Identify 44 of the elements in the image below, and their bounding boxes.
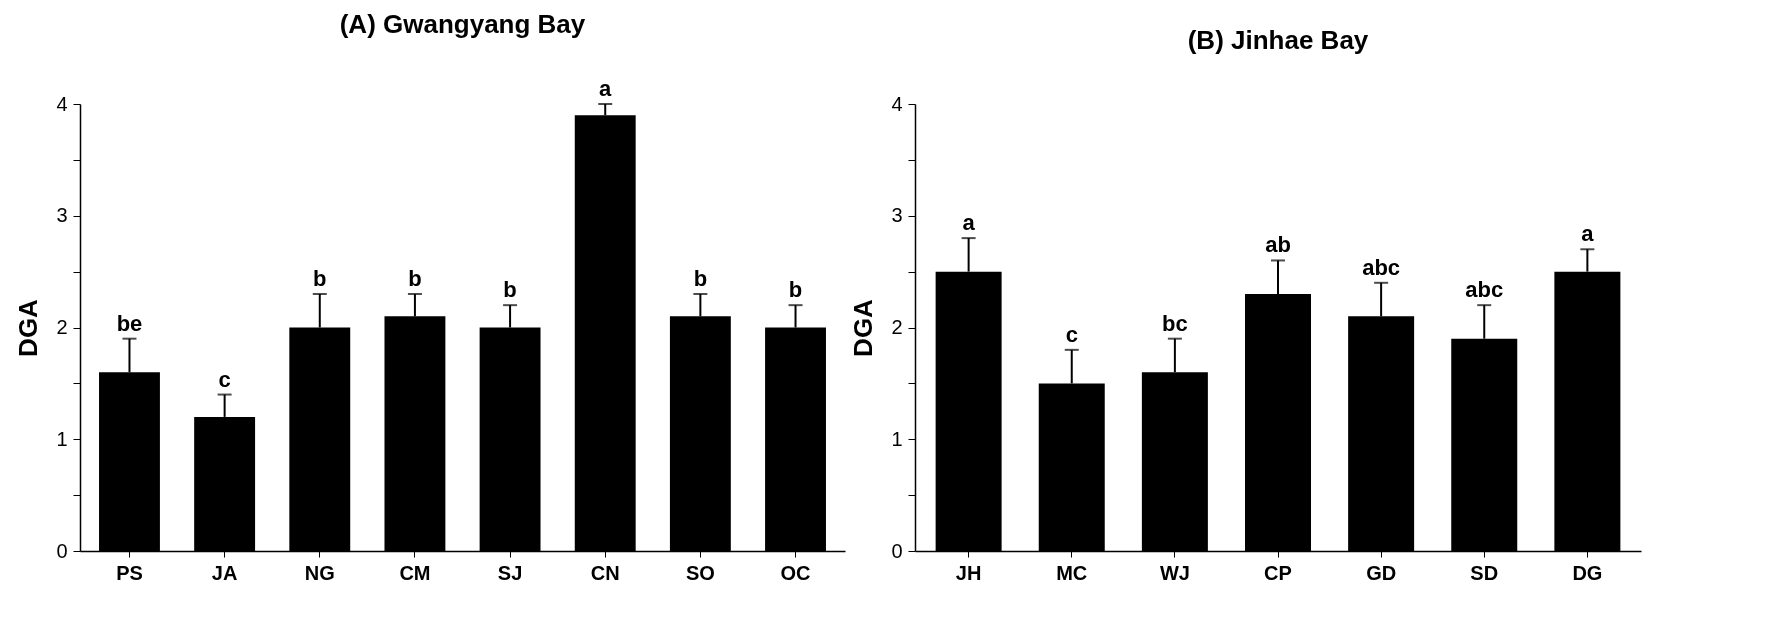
x-tick-label: NG <box>304 561 335 584</box>
annotation: ab <box>1265 232 1291 258</box>
annotation: b <box>503 277 517 303</box>
annotation: abc <box>1465 277 1504 303</box>
annotation: b <box>693 265 708 291</box>
y-tick-label: 2 <box>891 316 903 338</box>
x-tick-label: CM <box>399 561 431 584</box>
y-tick-label: 4 <box>56 92 68 115</box>
x-tick-label: GD <box>1366 561 1397 584</box>
annotation: c <box>1065 321 1078 347</box>
y-axis-title: DGA <box>848 298 879 357</box>
y-tick-label: 0 <box>891 539 903 562</box>
y-tick-label: 1 <box>891 427 903 450</box>
y-axis-title: DGA <box>13 298 44 357</box>
annotation: a <box>962 210 976 236</box>
chart-title: (B) Jinhae Bay <box>1187 25 1369 55</box>
annotation: b <box>788 277 803 303</box>
annotation: b <box>313 265 327 291</box>
y-tick-label: 3 <box>56 204 68 227</box>
y-tick-label: 3 <box>891 204 903 227</box>
x-tick-label: CP <box>1264 561 1292 584</box>
annotation: bc <box>1162 310 1188 336</box>
x-tick-label: JH <box>955 561 982 584</box>
x-tick-label: SO <box>685 561 715 584</box>
y-tick-label: 2 <box>56 316 68 338</box>
x-tick-label: JA <box>211 561 238 584</box>
x-tick-label: SJ <box>497 561 523 584</box>
x-tick-label: SD <box>1470 561 1499 584</box>
annotation: abc <box>1362 254 1401 280</box>
annotation: b <box>408 265 422 291</box>
x-tick-label: WJ <box>1159 561 1190 584</box>
annotation: be <box>116 310 143 336</box>
annotation: c <box>218 366 231 392</box>
y-tick-label: 4 <box>891 92 903 115</box>
y-tick-label: 0 <box>56 539 68 562</box>
chart-title: (A) Gwangyang Bay <box>339 9 586 39</box>
x-tick-label: MC <box>1056 561 1088 584</box>
x-tick-label: DG <box>1572 561 1603 584</box>
annotation: a <box>1581 221 1595 247</box>
y-tick-label: 1 <box>56 427 68 450</box>
x-tick-label: CN <box>590 561 620 584</box>
x-tick-label: OC <box>780 561 811 584</box>
annotation: a <box>599 76 613 101</box>
x-tick-label: PS <box>116 561 143 584</box>
